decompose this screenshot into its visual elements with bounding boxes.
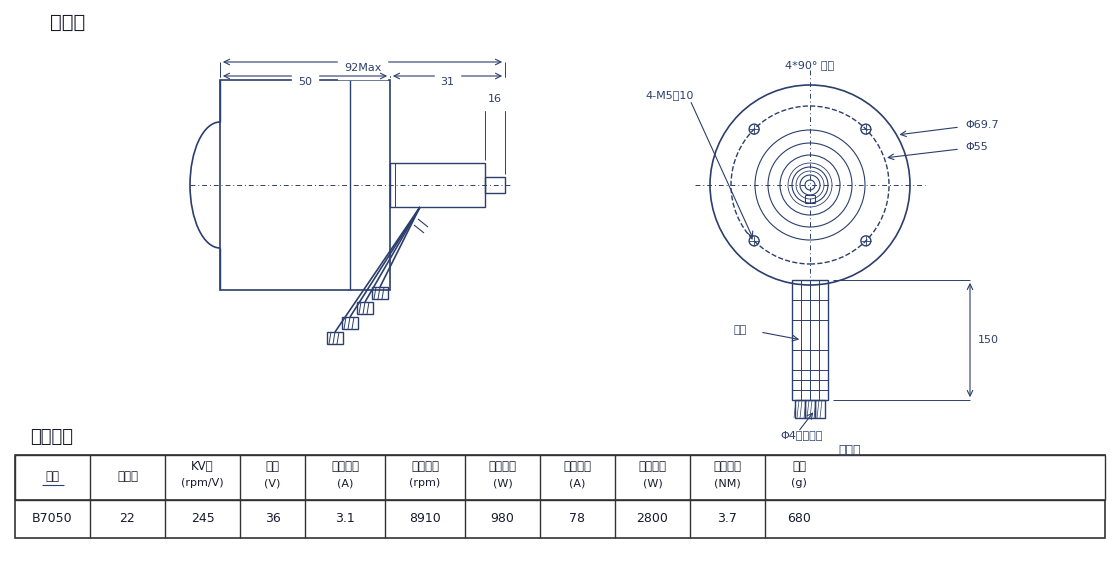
Text: 78: 78 (569, 513, 586, 525)
Text: Φ55: Φ55 (965, 142, 987, 152)
Text: 680: 680 (787, 513, 811, 525)
Text: 外形图: 外形图 (50, 13, 85, 32)
Bar (15, 455, 1105, 500)
Text: 型号: 型号 (46, 471, 59, 483)
Bar (485, 177, 505, 193)
Bar (357, 302, 373, 314)
Text: (rpm): (rpm) (409, 478, 440, 488)
Text: 4*90° 均布: 4*90° 均布 (786, 60, 834, 70)
Bar (372, 287, 388, 299)
Text: (rpm/V): (rpm/V) (181, 478, 224, 488)
Bar (15, 455, 1105, 538)
Bar (805, 400, 815, 418)
Text: 3.7: 3.7 (718, 513, 738, 525)
Bar (390, 163, 485, 207)
Text: (A): (A) (569, 478, 586, 488)
Text: 245: 245 (191, 513, 215, 525)
Bar (815, 400, 825, 418)
Text: 980: 980 (491, 513, 514, 525)
Text: 电压: 电压 (265, 460, 280, 473)
Text: (NM): (NM) (714, 478, 741, 488)
Text: 36: 36 (265, 513, 281, 525)
Bar (342, 317, 358, 329)
Text: 31: 31 (440, 77, 455, 87)
Text: 性能参数: 性能参数 (30, 428, 73, 446)
Bar (795, 400, 805, 418)
Text: 4-M5深10: 4-M5深10 (645, 90, 693, 100)
Text: (V): (V) (264, 478, 281, 488)
Text: 空载电流: 空载电流 (331, 460, 359, 473)
Text: (g): (g) (792, 478, 807, 488)
Text: 150: 150 (977, 335, 998, 345)
Text: 重量: 重量 (792, 460, 806, 473)
Text: Φ4香蕉插头: Φ4香蕉插头 (780, 430, 823, 440)
Bar (326, 332, 343, 344)
Text: 3.1: 3.1 (335, 513, 354, 525)
Bar (220, 80, 390, 290)
Text: B7050: B7050 (32, 513, 73, 525)
Text: 最大扔矩: 最大扔矩 (713, 460, 741, 473)
Text: (A): (A) (337, 478, 353, 488)
Text: 引线: 引线 (733, 325, 747, 335)
Bar (792, 280, 828, 400)
Text: 50: 50 (299, 77, 312, 87)
Text: 红黑蓝: 红黑蓝 (838, 444, 861, 457)
Text: 磁极数: 磁极数 (117, 471, 138, 483)
Text: 额定功率: 额定功率 (489, 460, 517, 473)
Text: (W): (W) (643, 478, 662, 488)
Text: KV值: KV值 (191, 460, 214, 473)
Text: 22: 22 (120, 513, 135, 525)
Text: 2800: 2800 (636, 513, 669, 525)
Text: Φ69.7: Φ69.7 (965, 120, 998, 130)
Text: 空载转速: 空载转速 (411, 460, 439, 473)
Text: 16: 16 (487, 94, 502, 104)
Text: 最大电流: 最大电流 (563, 460, 591, 473)
Text: 92Max: 92Max (344, 63, 381, 73)
Text: 最大功率: 最大功率 (638, 460, 666, 473)
Text: (W): (W) (493, 478, 512, 488)
Text: 8910: 8910 (409, 513, 440, 525)
